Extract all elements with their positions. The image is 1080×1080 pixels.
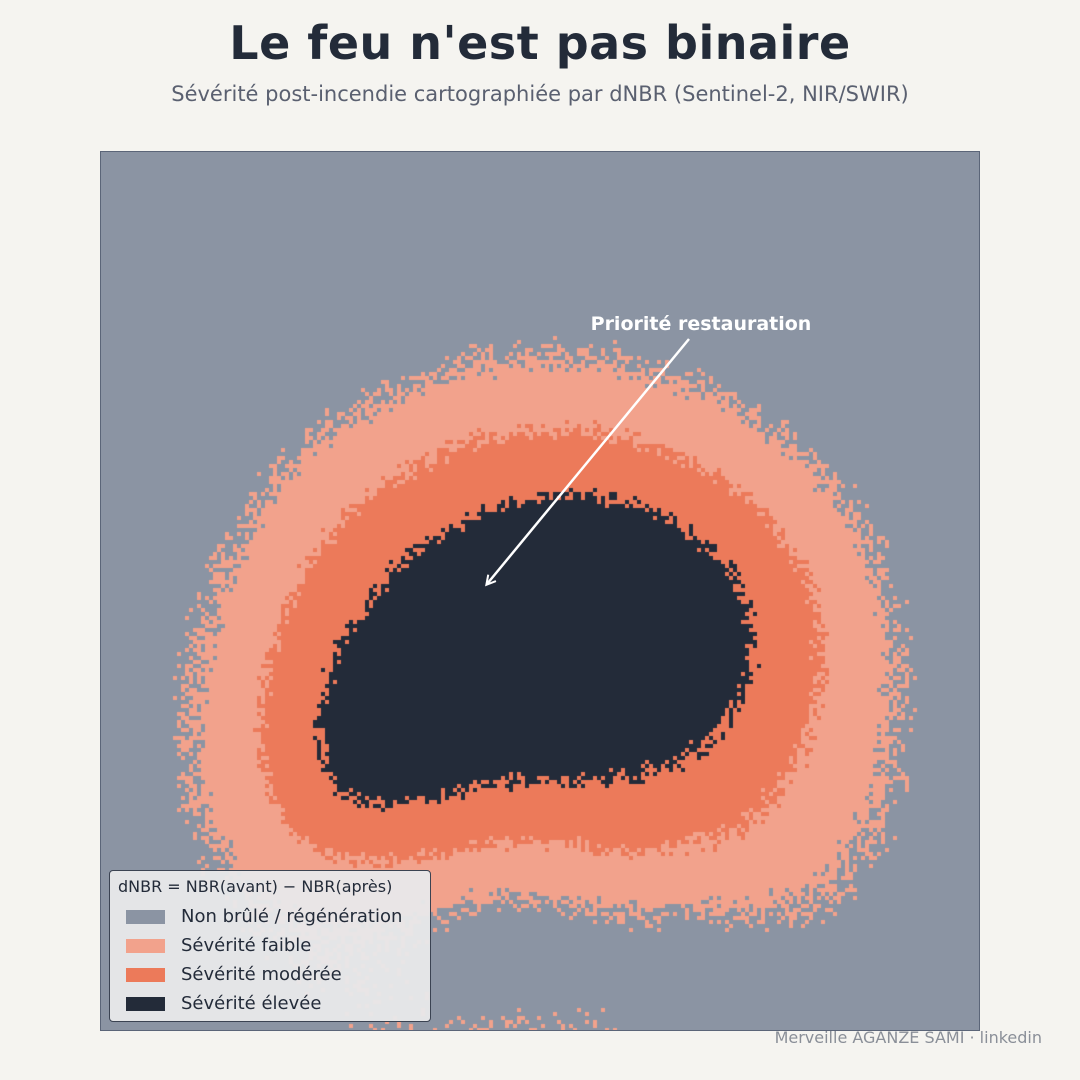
legend-swatch-high xyxy=(126,996,165,1011)
legend-swatch-unburned xyxy=(126,909,165,924)
legend-label: Non brûlé / régénération xyxy=(181,906,403,927)
chart-title: Le feu n'est pas binaire xyxy=(229,16,851,70)
legend-label: Sévérité élevée xyxy=(181,993,322,1014)
legend-item: Non brûlé / régénération xyxy=(118,902,422,931)
legend-swatch-low xyxy=(126,938,165,953)
credit: Merveille AGANZE SAMI · linkedin xyxy=(774,1028,1042,1047)
legend: dNBR = NBR(avant) − NBR(après) Non brûlé… xyxy=(109,870,431,1022)
legend-swatch-moderate xyxy=(126,967,165,982)
chart-subtitle: Sévérité post-incendie cartographiée par… xyxy=(171,82,909,106)
legend-label: Sévérité faible xyxy=(181,935,312,956)
legend-title: dNBR = NBR(avant) − NBR(après) xyxy=(118,877,393,896)
annotation-layer: Priorité restauration xyxy=(101,313,812,1031)
legend-item: Sévérité faible xyxy=(118,931,422,960)
annotation-arrow xyxy=(487,338,690,584)
annotation-label: Priorité restauration xyxy=(591,313,812,335)
legend-label: Sévérité modérée xyxy=(181,964,342,985)
legend-item: Sévérité élevée xyxy=(118,989,422,1018)
legend-item: Sévérité modérée xyxy=(118,960,422,989)
